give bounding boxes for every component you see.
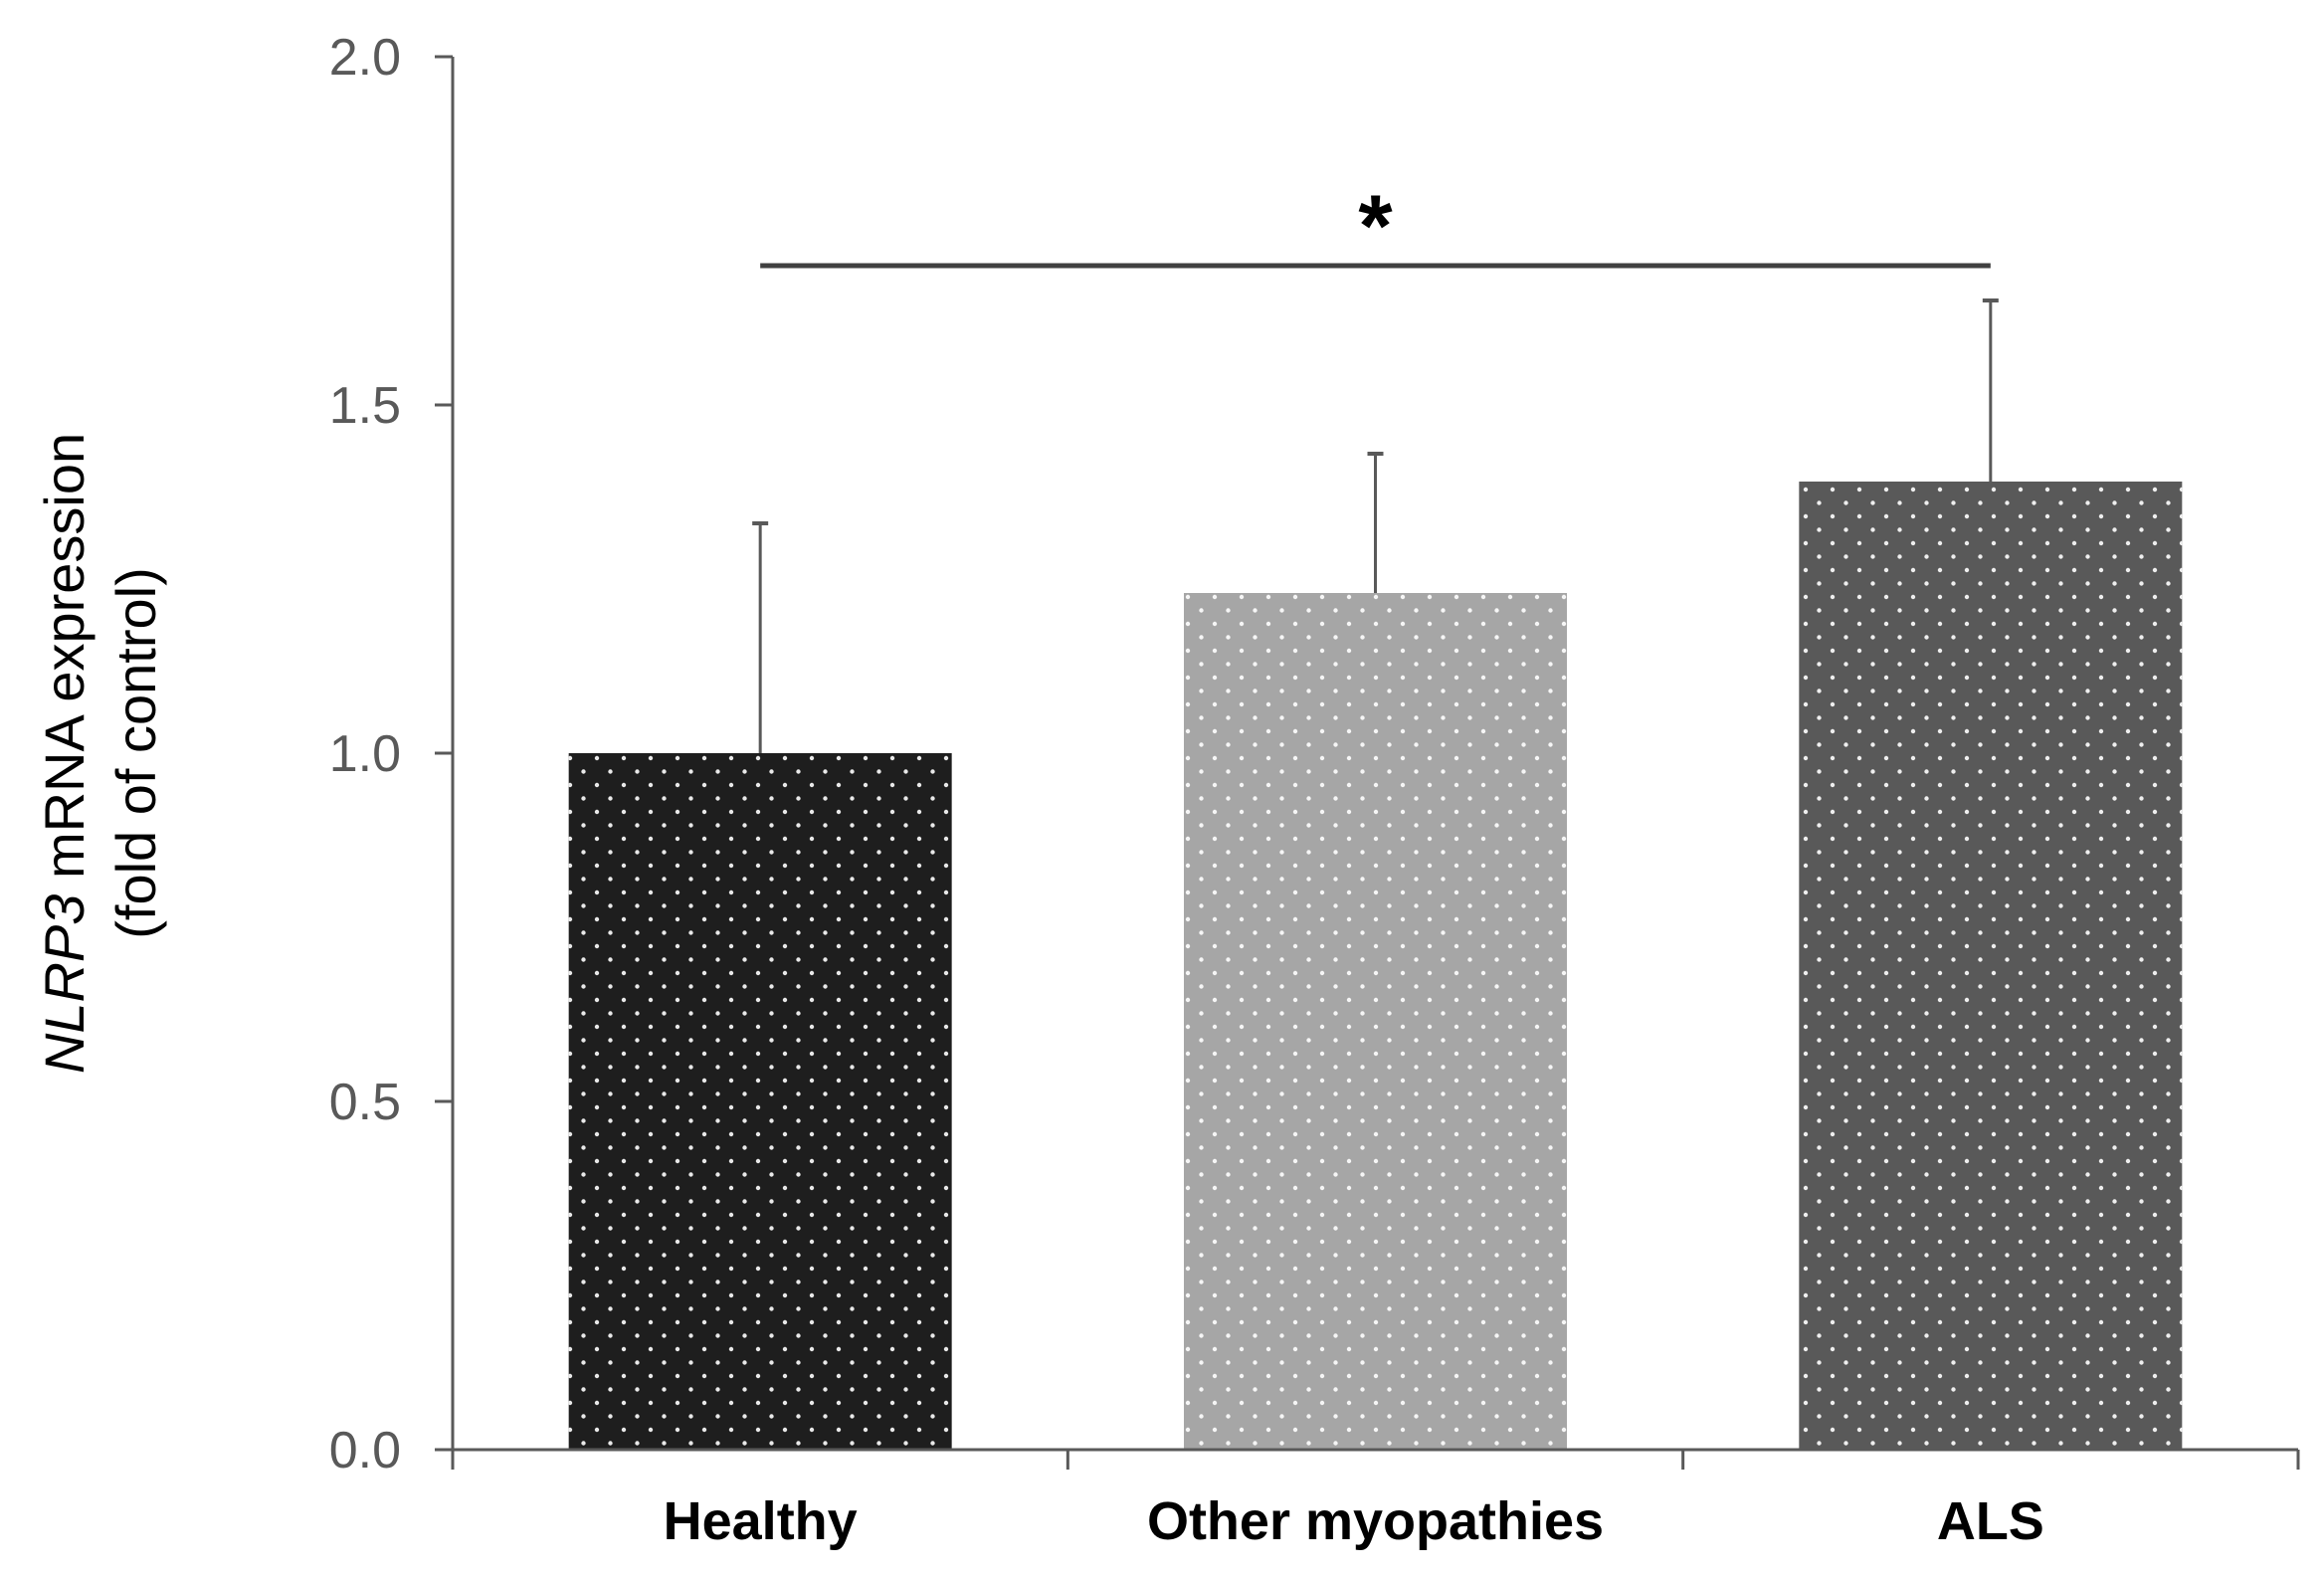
y-tick-label-0: 0.0 xyxy=(329,1422,401,1479)
y-axis-title-line2: (fold of control) xyxy=(104,567,167,939)
y-axis-title: NLRP3 mRNA expression (fold of control) xyxy=(33,433,167,1074)
y-axis-title-line1: NLRP3 mRNA expression xyxy=(33,433,96,1074)
x-tick-label-2: ALS xyxy=(1937,1491,2044,1551)
y-tick-label-1: 0.5 xyxy=(329,1074,401,1131)
bar-2 xyxy=(1799,482,2183,1450)
x-tick-label-1: Other myopathies xyxy=(1147,1491,1604,1551)
bars-layer xyxy=(568,482,2183,1450)
y-tick-label-4: 2.0 xyxy=(329,29,401,87)
y-tick-label-2: 1.0 xyxy=(329,725,401,783)
significance-annotation: * xyxy=(760,176,1991,275)
bar-dots-0 xyxy=(568,753,952,1450)
bar-1 xyxy=(1184,593,1567,1450)
bar-dots-1 xyxy=(1184,593,1567,1450)
y-ticks-layer: 0.0 0.5 1.0 1.5 2.0 xyxy=(329,29,453,1479)
bar-0 xyxy=(568,753,952,1450)
bar-dots-2 xyxy=(1799,482,2183,1450)
significance-star: * xyxy=(1358,176,1393,275)
error-bars-layer xyxy=(752,298,1999,753)
y-axis-title-rest: mRNA expression xyxy=(33,433,96,894)
x-ticks-layer: Healthy Other myopathies ALS xyxy=(451,1450,2300,1551)
x-tick-label-0: Healthy xyxy=(664,1491,858,1551)
y-tick-label-3: 1.5 xyxy=(329,377,401,435)
y-axis-title-gene: NLRP3 xyxy=(33,894,96,1075)
